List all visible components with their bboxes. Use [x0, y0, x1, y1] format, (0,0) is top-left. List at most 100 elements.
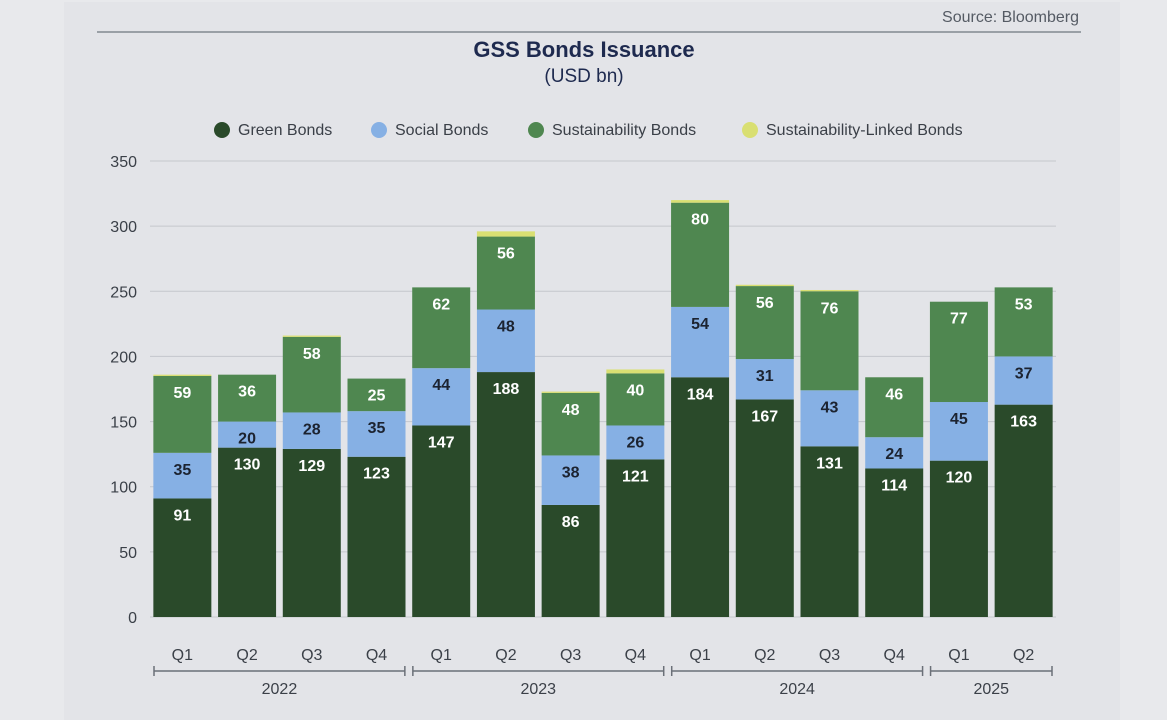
chart-title: GSS Bonds Issuance: [473, 37, 694, 62]
data-label: 123: [363, 466, 390, 483]
bar-segment: [347, 378, 406, 412]
data-label: 31: [756, 368, 774, 385]
x-tick-label: Q3: [819, 647, 840, 664]
data-label: 53: [1015, 296, 1033, 313]
data-label: 35: [173, 462, 191, 479]
data-label: 131: [816, 455, 843, 472]
bar-segment: [412, 368, 471, 426]
bar-segment: [218, 447, 277, 617]
x-tick-label: Q2: [495, 647, 516, 664]
data-label: 54: [691, 316, 709, 333]
bar-segment: [865, 437, 924, 469]
x-tick-label: Q1: [948, 647, 969, 664]
data-label: 40: [626, 382, 644, 399]
legend: Green Bonds Social Bonds Sustainability Bo…: [214, 122, 963, 139]
data-label: 35: [368, 420, 386, 437]
data-label: 46: [885, 386, 903, 403]
data-label: 43: [821, 399, 839, 416]
header-rule: [97, 31, 1081, 33]
legend-entry: Sustainability Bonds: [552, 122, 696, 139]
bar-segment: [541, 391, 600, 393]
bar-segment: [671, 377, 730, 617]
legend-marker: [528, 122, 544, 138]
bar-segment: [282, 336, 341, 413]
bar-segment: [541, 392, 600, 456]
chart-subtitle: (USD bn): [544, 66, 623, 87]
x-axis: Q1 Q2 Q3 Q4 Q1 Q2 Q3 Q4 Q1 Q2 Q3 Q4 Q1 Q2 2022 2023 2024…: [153, 647, 1053, 698]
data-label: 120: [946, 470, 973, 487]
x-tick-label: Q3: [560, 647, 581, 664]
bar-segment: [282, 448, 341, 617]
data-label: 36: [238, 384, 256, 401]
data-label: 56: [497, 246, 515, 263]
y-tick-label: 350: [110, 154, 137, 171]
data-label: 58: [303, 346, 321, 363]
bar-segment: [476, 372, 535, 617]
data-label: 130: [234, 457, 261, 474]
y-tick-label: 200: [110, 349, 137, 366]
data-label: 59: [173, 385, 191, 402]
bar-segment: [476, 236, 535, 310]
x-tick-label: Q1: [431, 647, 452, 664]
x-tick-label: Q2: [754, 647, 775, 664]
x-tick-label: Q1: [172, 647, 193, 664]
y-tick-label: 100: [110, 480, 137, 497]
y-tick-label: 150: [110, 415, 137, 432]
data-label: 121: [622, 468, 649, 485]
x-tick-label: Q2: [1013, 647, 1034, 664]
data-label: 129: [298, 458, 325, 475]
data-label: 147: [428, 434, 455, 451]
legend-marker: [371, 122, 387, 138]
bar-segment: [929, 301, 988, 403]
data-label: 163: [1010, 414, 1037, 431]
data-label: 26: [626, 434, 644, 451]
bar-segment: [347, 456, 406, 617]
bar-segment: [994, 287, 1053, 357]
bar-segment: [865, 377, 924, 438]
bar-segment: [153, 498, 212, 617]
data-label: 188: [493, 381, 520, 398]
bar-segment: [735, 359, 794, 400]
x-tick-label: Q1: [689, 647, 710, 664]
bar-segment: [865, 468, 924, 617]
data-label: 24: [885, 446, 903, 463]
legend-entry: Social Bonds: [395, 122, 488, 139]
data-label: 91: [173, 507, 191, 524]
bar-segment: [541, 455, 600, 505]
bar-segment: [735, 284, 794, 287]
y-tick-label: 300: [110, 219, 137, 236]
bar-segment: [476, 231, 535, 237]
legend-marker: [214, 122, 230, 138]
data-label: 77: [950, 311, 968, 328]
year-group-label: 2025: [973, 681, 1009, 698]
year-group-label: 2024: [779, 681, 815, 698]
bar-segment: [671, 306, 730, 378]
bar-segment: [347, 411, 406, 457]
data-label: 62: [432, 296, 450, 313]
bar-segment: [282, 412, 341, 449]
bar-segment: [735, 286, 794, 360]
bar-segment: [218, 374, 277, 422]
y-tick-label: 0: [128, 610, 137, 627]
bar-segment: [800, 289, 859, 292]
bar-segment: [671, 202, 730, 307]
bar-segment: [800, 291, 859, 391]
legend-entry: Sustainability-Linked Bonds: [766, 122, 963, 139]
bar-segment: [153, 375, 212, 453]
data-label: 167: [751, 408, 778, 425]
data-label: 45: [950, 411, 968, 428]
bar-segment: [541, 504, 600, 617]
bar-segment: [476, 309, 535, 373]
bar-segment: [606, 459, 665, 617]
bar-segment: [994, 404, 1053, 617]
bar-segment: [929, 460, 988, 617]
bar-segment: [282, 335, 341, 337]
x-tick-label: Q4: [366, 647, 387, 664]
bar-segment: [994, 356, 1053, 405]
data-label: 48: [497, 319, 515, 336]
data-label: 80: [691, 212, 709, 229]
data-label: 56: [756, 295, 774, 312]
data-label: 184: [687, 386, 714, 403]
year-group-label: 2022: [262, 681, 298, 698]
